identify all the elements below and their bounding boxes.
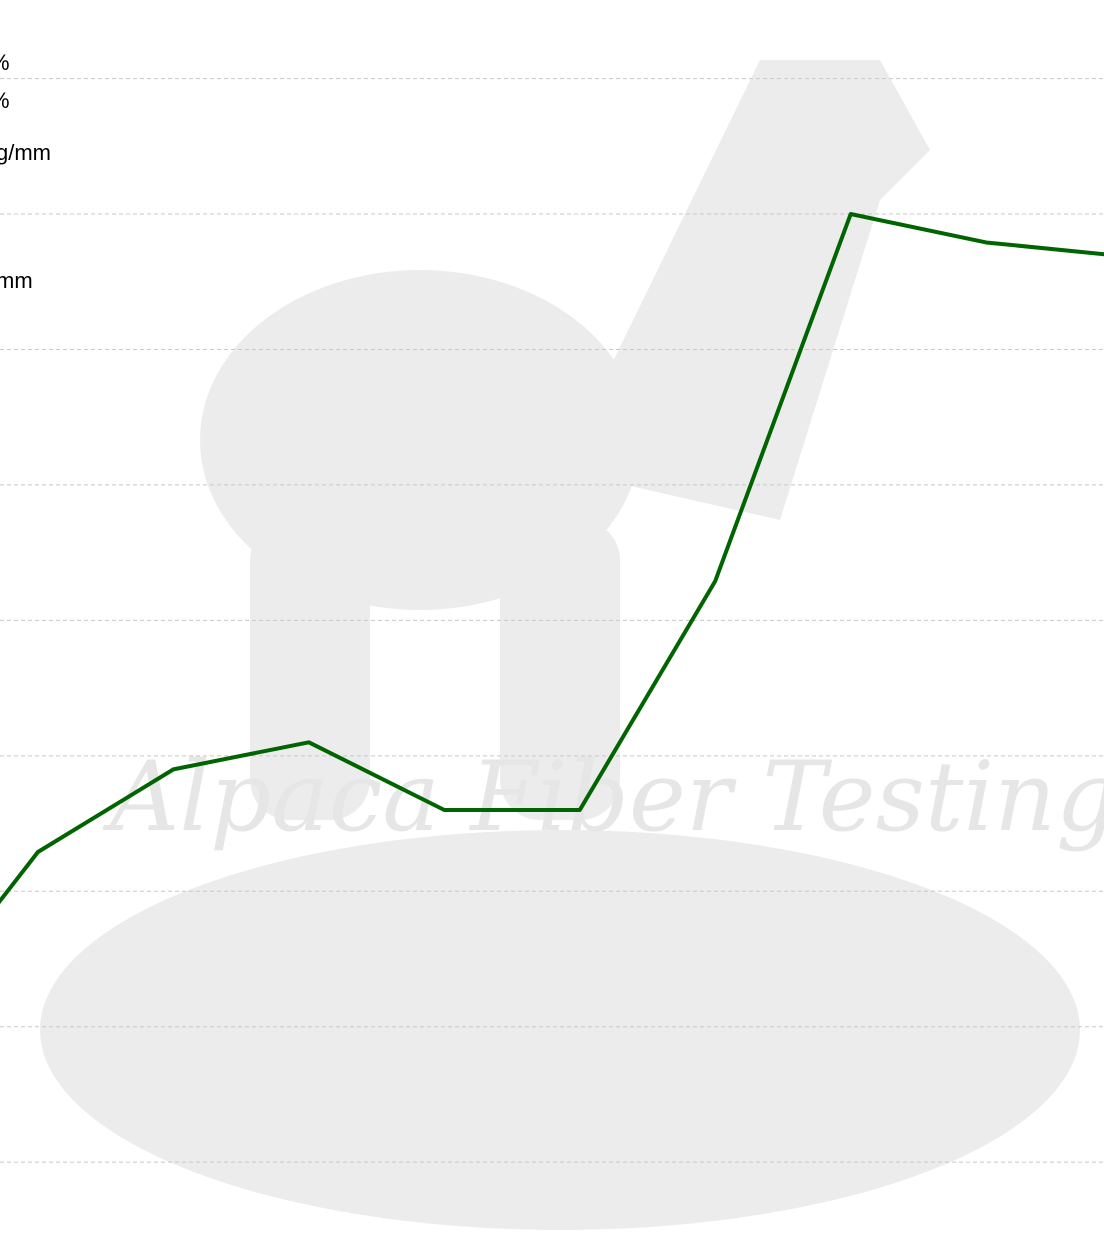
background-photo	[40, 60, 1080, 1230]
watermark: Alpaca Fiber Testing	[102, 741, 1104, 853]
legend-label: %	[0, 88, 10, 113]
legend-label: %	[0, 50, 10, 75]
legend-label: g/mm	[0, 140, 51, 165]
legend-label: mm	[0, 268, 33, 293]
data-line	[0, 212, 1104, 905]
